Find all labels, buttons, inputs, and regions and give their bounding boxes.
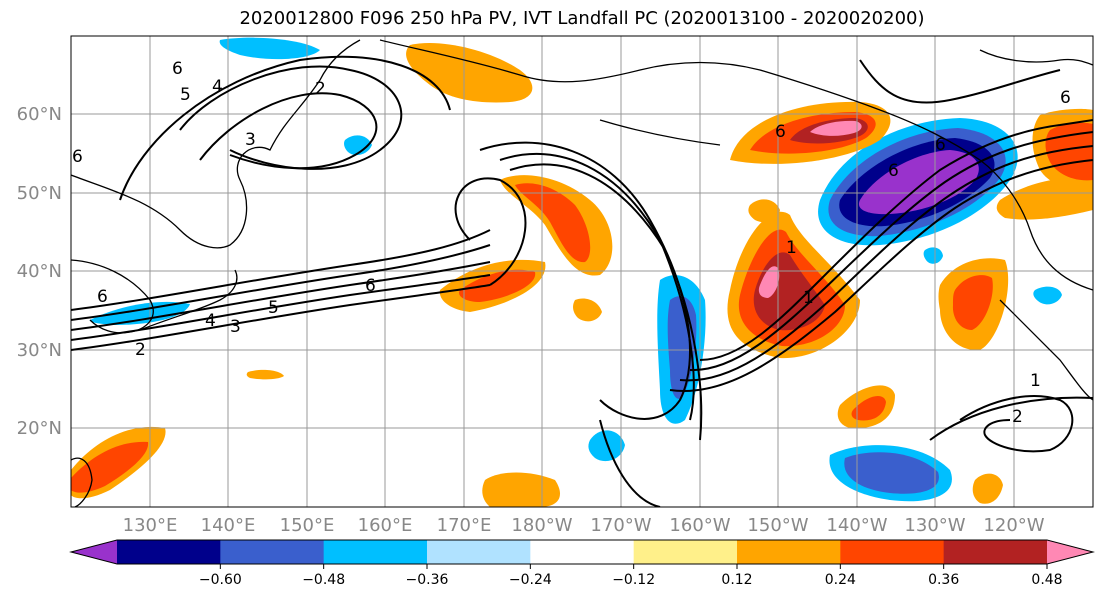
contour-label: 6 (72, 147, 83, 167)
colorbar-segment (530, 540, 635, 564)
lon-label: 150°W (747, 515, 808, 536)
lon-label: 160°W (669, 515, 730, 536)
colorbar-segment (117, 540, 221, 564)
lat-label: 40°N (17, 261, 62, 282)
contour-label: 2 (315, 79, 326, 99)
lat-label: 50°N (17, 183, 62, 204)
colorbar-segment (427, 540, 531, 564)
colorbar: −0.60 −0.48 −0.36 −0.24 −0.12 0.12 0.24 0.36 0.4… (69, 539, 1095, 588)
colorbar-extend-low (71, 540, 117, 564)
coastlines (71, 39, 1093, 507)
map-title: 2020012800 F096 250 hPa PV, IVT Landfall… (239, 8, 925, 29)
pv-contours (71, 55, 1093, 507)
colorbar-segment (737, 540, 841, 564)
contour-label: 2 (1012, 407, 1023, 427)
contour-label: 3 (245, 130, 256, 150)
contour-label: 5 (180, 85, 191, 105)
contour-label: 1 (1030, 371, 1041, 391)
lon-label: 150°E (280, 515, 335, 536)
colorbar-tick-label: −0.12 (612, 572, 655, 588)
contour-label: 6 (172, 59, 183, 79)
contour-label: 6 (1060, 88, 1071, 108)
colorbar-outline (69, 539, 1095, 565)
lon-label: 130°W (904, 515, 965, 536)
lat-axis: 60°N 50°N 40°N 30°N 20°N (17, 104, 62, 439)
colorbar-segment (323, 540, 428, 564)
lon-label: 140°W (826, 515, 887, 536)
contour-label: 6 (935, 135, 946, 155)
colorbar-tick-label: −0.60 (199, 572, 242, 588)
colorbar-extend-high (1047, 540, 1093, 564)
lat-label: 60°N (17, 104, 62, 125)
colorbar-segment (840, 540, 945, 564)
colorbar-segment (220, 540, 325, 564)
colorbar-tick-label: 0.24 (825, 572, 856, 588)
shaded-anomaly-field (71, 37, 1093, 507)
plot-frame (70, 35, 1094, 508)
lon-label: 170°W (590, 515, 651, 536)
contour-label: 1 (803, 288, 814, 308)
colorbar-tick-label: −0.24 (509, 572, 552, 588)
colorbar-tick-label: 0.48 (1031, 572, 1062, 588)
contour-label: 6 (97, 287, 108, 307)
colorbar-segment (943, 540, 1048, 564)
colorbar-segment (633, 540, 738, 564)
contour-label: 4 (212, 77, 223, 97)
contour-label: 2 (135, 340, 146, 360)
graticule (71, 36, 1093, 507)
lon-axis: 130°E 140°E 150°E 160°E 170°E 180°W 170°… (123, 515, 1045, 536)
lon-label: 180°W (511, 515, 572, 536)
lon-label: 170°E (437, 515, 492, 536)
lat-label: 30°N (17, 340, 62, 361)
colorbar-tick-label: −0.36 (406, 572, 449, 588)
contour-label: 6 (365, 276, 376, 296)
contour-label: 5 (268, 298, 279, 318)
colorbar-tick-label: 0.12 (721, 572, 752, 588)
colorbar-tick-label: −0.48 (302, 572, 345, 588)
lon-label: 120°W (983, 515, 1044, 536)
contour-label: 3 (230, 317, 241, 337)
lat-label: 20°N (17, 418, 62, 439)
colorbar-tick-label: 0.36 (928, 572, 959, 588)
contour-label: 4 (205, 311, 216, 331)
lon-label: 160°E (358, 515, 413, 536)
contour-label: 6 (888, 161, 899, 181)
contour-label-group: 6 5 4 3 2 6 5 4 3 2 6 1 1 2 1 6 6 6 6 6 (72, 59, 1071, 427)
contour-label: 1 (786, 238, 797, 258)
contour-label: 6 (775, 122, 786, 142)
lon-label: 130°E (123, 515, 178, 536)
lon-label: 140°E (201, 515, 256, 536)
